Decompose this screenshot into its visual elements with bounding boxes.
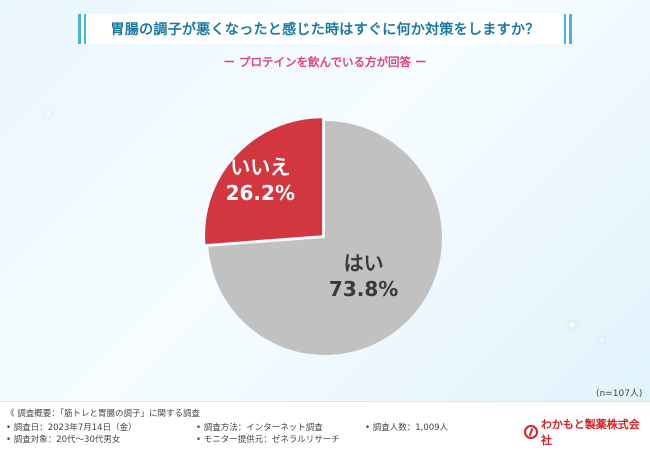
chart-title: 胃腸の調子が悪くなったと感じた時はすぐに何か対策をしますか？ (110, 22, 540, 38)
title-box: 胃腸の調子が悪くなったと感じた時はすぐに何か対策をしますか？ (78, 14, 572, 44)
pie-slice-no (205, 118, 323, 245)
sparkle-icon: ✦ (598, 336, 606, 346)
slice-label-no: いいえ (230, 155, 290, 179)
pie-chart: はい 73.8% いいえ 26.2% (205, 118, 442, 355)
survey-count: • 調査人数：1,009人 (365, 423, 449, 433)
sparkle-icon: ✦ (44, 110, 53, 121)
logo-icon (524, 425, 538, 439)
company-logo: わかもと製薬株式会社 (524, 416, 650, 448)
logo-text: わかもと製薬株式会社 (540, 418, 640, 447)
slice-value-yes: 73.8% (329, 277, 398, 301)
pie-slice-yes (208, 121, 442, 355)
sparkle-icon: ✦ (566, 318, 578, 334)
survey-summary: 《 調査概要：「筋トレと胃腸の調子」に関する調査 (6, 409, 200, 419)
survey-target: • 調査対象：20代〜30代男女 (6, 435, 121, 445)
slice-label-yes: はい (344, 251, 384, 275)
sample-size-note: (n=107人) (596, 389, 643, 399)
slice-value-no: 26.2% (226, 181, 295, 205)
survey-footer: 《 調査概要：「筋トレと胃腸の調子」に関する調査 • 調査日：2023年7月14… (0, 401, 650, 451)
survey-method: • 調査方法：インターネット調査 (196, 423, 323, 433)
chart-subtitle: ー プロテインを飲んでいる方が回答 ー (223, 55, 427, 69)
survey-provider: • モニター提供元：ゼネラルリサーチ (196, 435, 340, 445)
survey-date: • 調査日：2023年7月14日（金） (6, 423, 137, 433)
